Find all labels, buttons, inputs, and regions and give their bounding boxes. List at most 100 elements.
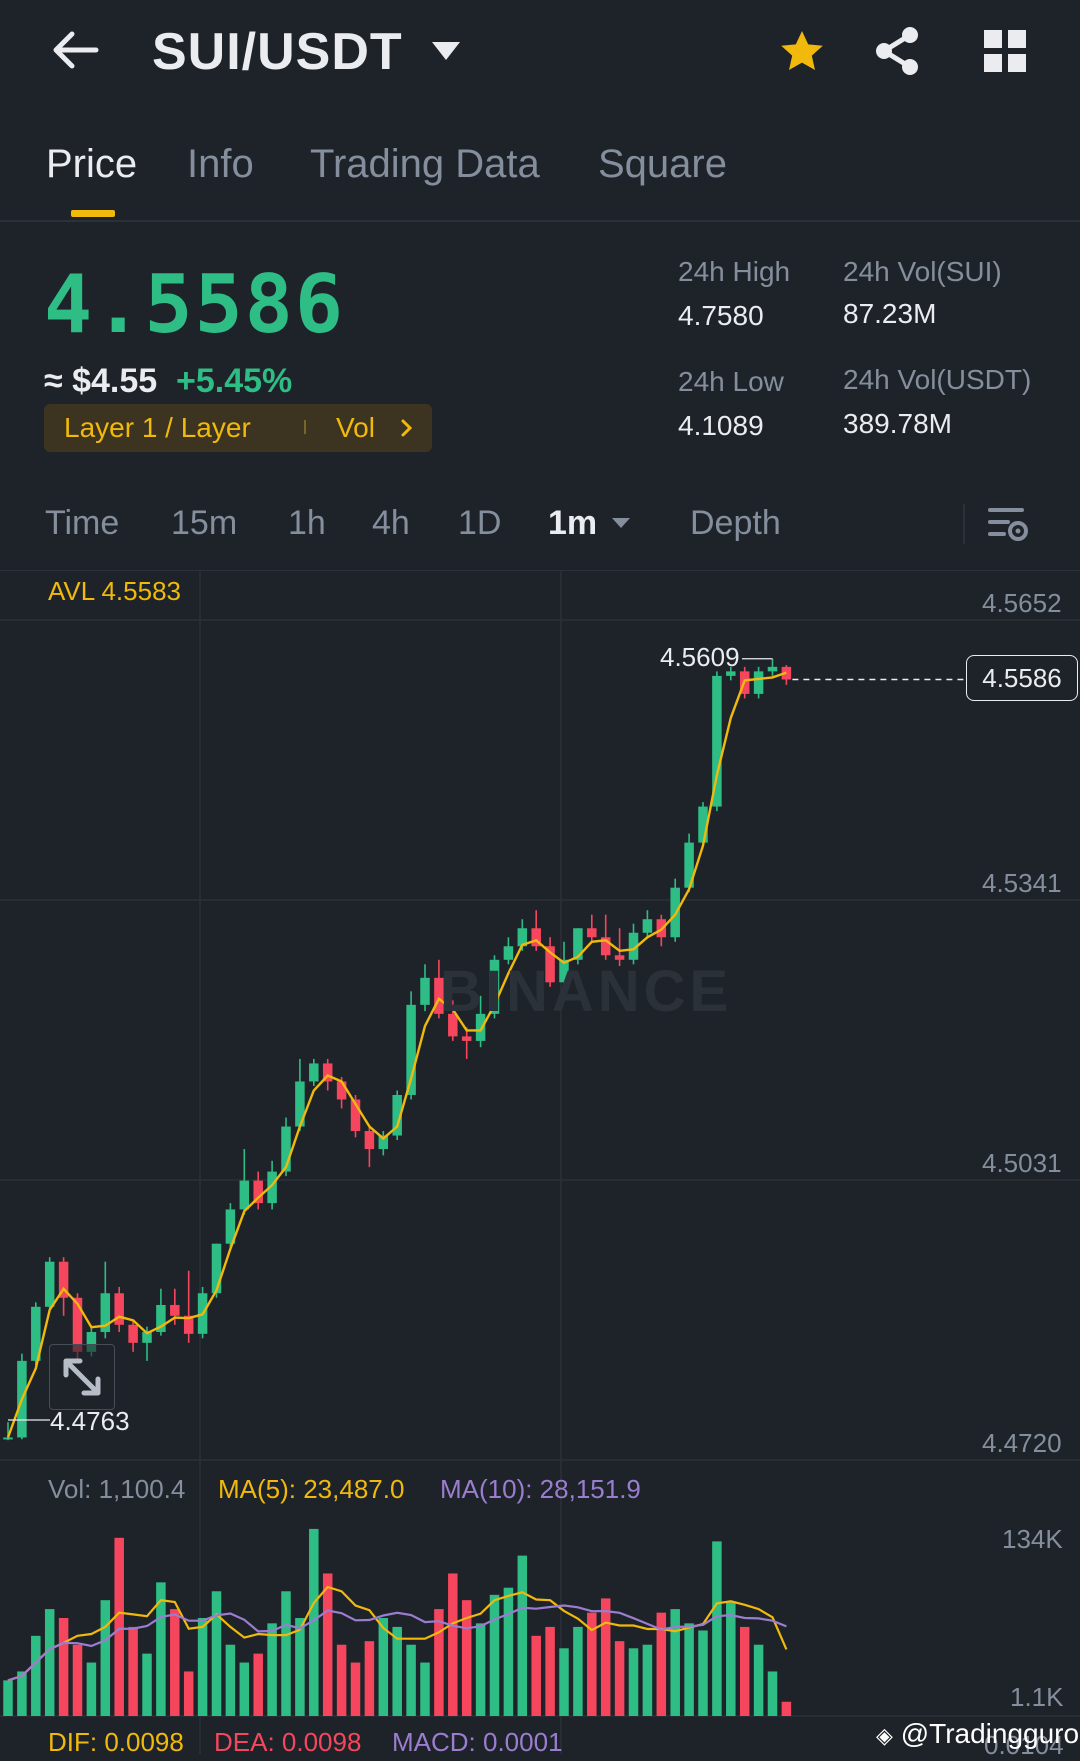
volume-bar <box>670 1609 680 1716</box>
volume-bar <box>350 1662 361 1716</box>
grid-icon[interactable] <box>984 30 1026 72</box>
fullscreen-button[interactable] <box>49 1344 115 1410</box>
interval-time[interactable]: Time <box>45 504 120 542</box>
candle-body <box>684 842 694 888</box>
interval-1m[interactable]: 1m <box>548 504 598 542</box>
volume-ma10-line <box>7 1604 787 1682</box>
volume-bar <box>712 1541 722 1716</box>
volume-ma5-line <box>7 1585 788 1682</box>
volume-bar <box>600 1598 611 1716</box>
interval-depth[interactable]: Depth <box>690 504 781 542</box>
interval-1h[interactable]: 1h <box>288 504 326 542</box>
pair-title[interactable]: SUI/USDT <box>152 23 403 81</box>
volume-bar <box>225 1644 236 1716</box>
tab-trading-data[interactable]: Trading Data <box>310 142 540 186</box>
vol-tag-label: Vol <box>336 412 375 443</box>
active-tab-indicator <box>71 210 115 217</box>
volume-bar <box>434 1609 444 1716</box>
volume-bar <box>170 1609 180 1716</box>
candle-body <box>767 666 778 672</box>
candle-body <box>420 977 430 1005</box>
vol-sui-label: 24h Vol(SUI) <box>843 256 1002 287</box>
volume-bar <box>100 1600 111 1716</box>
category-tag[interactable]: Layer 1 / Layer Vol <box>44 404 432 452</box>
low-label: 24h Low <box>678 366 784 397</box>
star-icon[interactable] <box>778 28 826 76</box>
volume-bar <box>642 1644 653 1716</box>
candle-body <box>44 1261 55 1307</box>
candle-body <box>211 1243 222 1294</box>
candle-body <box>128 1324 138 1343</box>
tab-bar: Price Info Trading Data Square <box>0 130 1080 222</box>
volume-bar <box>239 1662 250 1716</box>
current-price-tag: 4.5586 <box>966 655 1078 701</box>
candle-body <box>614 955 625 960</box>
y-axis-label: 4.4720 <box>982 1428 1062 1458</box>
volume-bar <box>295 1618 305 1716</box>
candle-body <box>628 932 639 960</box>
volume-bar <box>406 1644 416 1716</box>
interval-1d[interactable]: 1D <box>458 504 502 542</box>
candle-body <box>559 959 569 983</box>
vol-ma10-legend: MA(10): 28,151.9 <box>440 1474 641 1504</box>
candlestick-chart[interactable] <box>0 570 1080 1754</box>
candle-body <box>489 959 500 1014</box>
diamond-logo-icon: ◈ <box>876 1723 893 1748</box>
candle-body <box>642 919 653 933</box>
tab-price[interactable]: Price <box>46 142 138 186</box>
candle-body <box>600 937 611 956</box>
fiat-price: ≈ $4.55 <box>44 362 158 400</box>
candle-body <box>350 1099 361 1132</box>
candle-body <box>448 1013 458 1037</box>
volume-bar <box>726 1601 736 1716</box>
candle-body <box>587 928 597 938</box>
candle-body <box>753 671 764 694</box>
macd-dea-legend: DEA: 0.0098 <box>214 1727 362 1757</box>
volume-bar <box>17 1671 27 1716</box>
volume-bar <box>281 1591 291 1716</box>
expand-icon <box>63 1358 101 1396</box>
volume-bar <box>142 1653 152 1716</box>
vol-ma5-legend: MA(5): 23,487.0 <box>218 1474 405 1504</box>
tradingguro-watermark: ◈ @Tradingguro <box>876 1718 1079 1750</box>
volume-bar <box>489 1594 500 1716</box>
low-marker-label: 4.4763 <box>50 1406 130 1436</box>
volume-bar <box>753 1644 764 1716</box>
vol-usdt-label: 24h Vol(USDT) <box>843 364 1032 395</box>
high-label: 24h High <box>678 256 791 287</box>
volume-bar <box>739 1626 750 1716</box>
candle-body <box>183 1315 194 1334</box>
candle-body <box>475 1013 486 1041</box>
interval-dropdown-icon[interactable] <box>610 516 632 530</box>
candle-body <box>545 946 555 983</box>
candle-body <box>698 806 708 843</box>
volume-bar <box>72 1644 83 1716</box>
tab-square[interactable]: Square <box>598 142 727 186</box>
interval-4h[interactable]: 4h <box>372 504 410 542</box>
candle-body <box>434 977 444 1014</box>
volume-bar <box>767 1671 778 1716</box>
candle-body <box>406 1004 416 1095</box>
candle-body <box>322 1063 333 1082</box>
back-arrow-icon[interactable] <box>50 28 100 72</box>
chevron-down-icon[interactable] <box>430 40 462 62</box>
high-marker-label: 4.5609 <box>660 642 740 672</box>
candle-body <box>726 671 736 676</box>
candle-body <box>253 1180 263 1204</box>
share-icon[interactable] <box>874 26 922 76</box>
vol-axis-top: 134K <box>1002 1524 1063 1554</box>
high-value: 4.7580 <box>678 300 764 331</box>
volume-bar <box>378 1618 389 1716</box>
chart-settings-icon[interactable] <box>988 504 1028 544</box>
volume-bar <box>309 1528 319 1716</box>
volume-bar <box>698 1630 708 1716</box>
candle-body <box>364 1131 375 1150</box>
y-axis-label: 4.5652 <box>982 588 1062 618</box>
candle-body <box>31 1306 41 1361</box>
candle-body <box>573 928 583 960</box>
tab-info[interactable]: Info <box>187 142 254 186</box>
volume-bar <box>517 1555 528 1716</box>
candle-body <box>267 1171 277 1204</box>
vol-sui-value: 87.23M <box>843 298 937 329</box>
interval-15m[interactable]: 15m <box>171 504 238 542</box>
